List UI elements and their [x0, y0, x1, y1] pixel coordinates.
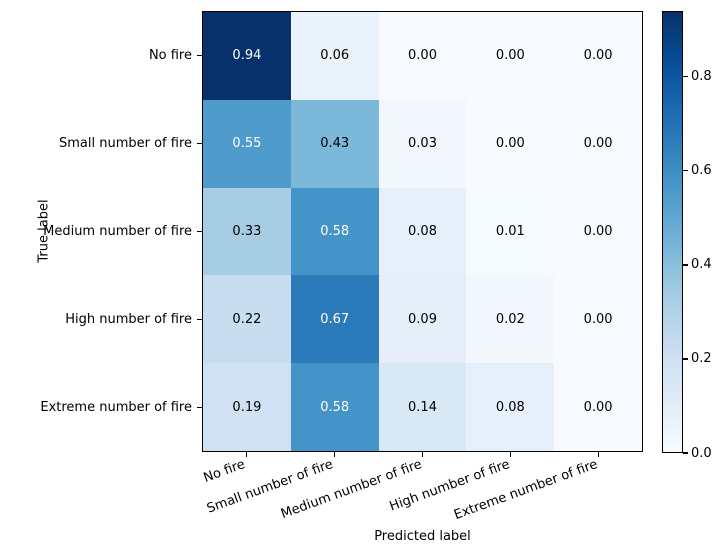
matrix-cell: 0.58	[290, 363, 379, 451]
colorbar-tick-mark	[683, 76, 688, 78]
cell-value: 0.00	[495, 48, 525, 64]
matrix-cell: 0.33	[203, 187, 291, 276]
cell-value: 0.19	[232, 399, 262, 415]
colorbar-gradient	[663, 12, 682, 452]
matrix-cell: 0.43	[290, 99, 379, 188]
matrix-cell: 0.00	[554, 363, 642, 451]
cell-value: 0.06	[320, 48, 350, 64]
x-tick-label: No fire	[201, 457, 248, 486]
cell-value: 0.00	[583, 48, 613, 64]
matrix-cell: 0.00	[554, 12, 642, 100]
x-tick-mark	[421, 452, 424, 457]
matrix-cell: 0.67	[290, 275, 379, 364]
cell-value: 0.33	[232, 223, 262, 239]
cell-value: 0.03	[408, 136, 437, 152]
cell-value: 0.22	[232, 311, 262, 327]
y-tick-label: Medium number of fire	[43, 224, 192, 239]
matrix-cell: 0.58	[290, 187, 379, 276]
colorbar-tick-label: 0.8	[691, 69, 712, 85]
matrix-cell: 0.00	[378, 12, 467, 100]
matrix-cell: 0.06	[290, 12, 379, 100]
cell-value: 0.43	[320, 136, 350, 152]
y-tick-mark	[197, 54, 202, 56]
cell-value: 0.00	[583, 136, 613, 152]
matrix-cell: 0.08	[378, 187, 467, 276]
matrix-cell: 0.00	[554, 275, 642, 364]
y-tick-mark	[197, 407, 202, 409]
cell-value: 0.58	[320, 223, 350, 239]
matrix-cell: 0.00	[466, 12, 555, 100]
matrix-cell: 0.22	[203, 275, 291, 364]
y-tick-label: High number of fire	[65, 312, 192, 328]
cell-value: 0.94	[232, 48, 262, 64]
matrix-cell: 0.03	[378, 99, 467, 188]
colorbar-tick-label: 0.0	[691, 445, 712, 461]
matrix-cell: 0.00	[554, 99, 642, 188]
heatmap-grid: 0.94 0.06 0.00 0.00 0.00 0.55 0.43 0.03 0.00 0.00…	[203, 12, 642, 451]
x-axis-label: Predicted label	[374, 529, 471, 544]
matrix-cell: 0.00	[554, 187, 642, 276]
x-tick-mark	[333, 452, 335, 457]
matrix-cell: 0.94	[203, 12, 291, 100]
x-tick-mark	[598, 452, 600, 457]
matrix-cell: 0.09	[378, 275, 467, 364]
x-tick-mark	[245, 452, 247, 457]
y-tick-mark	[197, 230, 202, 233]
colorbar-tick-mark	[683, 264, 688, 266]
y-axis-label: True label	[36, 199, 52, 263]
x-tick-mark	[510, 452, 512, 457]
matrix-cell: 0.08	[466, 363, 555, 451]
cell-value: 0.09	[408, 311, 437, 327]
colorbar-tick-label: 0.2	[691, 351, 712, 367]
colorbar-tick-mark	[683, 358, 688, 360]
cell-value: 0.08	[495, 399, 525, 415]
y-tick-label: No fire	[148, 47, 192, 63]
cell-value: 0.00	[495, 136, 525, 152]
cell-value: 0.67	[320, 311, 350, 327]
colorbar-tick-mark	[683, 452, 688, 454]
cell-value: 0.02	[495, 311, 525, 327]
y-tick-label: Extreme number of fire	[40, 400, 192, 416]
y-tick-mark	[197, 142, 202, 144]
cell-value: 0.08	[408, 223, 437, 239]
cell-value: 0.00	[583, 399, 613, 415]
cell-value: 0.58	[320, 399, 350, 415]
matrix-cell: 0.19	[203, 363, 291, 451]
cell-value: 0.00	[408, 48, 437, 64]
y-tick-label: Small number of fire	[58, 135, 192, 151]
cell-value: 0.00	[583, 311, 613, 327]
heatmap-plot-area: 0.94 0.06 0.00 0.00 0.00 0.55 0.43 0.03 0.00 0.00…	[202, 11, 643, 452]
x-tick-label: Extreme number of fire	[452, 457, 601, 523]
cell-value: 0.00	[583, 223, 613, 239]
colorbar	[662, 11, 683, 453]
matrix-cell: 0.02	[466, 275, 555, 364]
colorbar-tick-label: 0.4	[691, 257, 712, 273]
cell-value: 0.55	[232, 136, 262, 152]
matrix-cell: 0.00	[466, 99, 555, 188]
matrix-cell: 0.01	[466, 187, 555, 276]
matrix-cell: 0.55	[203, 99, 291, 188]
cell-value: 0.01	[495, 223, 525, 239]
y-tick-mark	[197, 319, 202, 321]
colorbar-tick-mark	[683, 170, 688, 172]
cell-value: 0.14	[408, 399, 437, 415]
matrix-cell: 0.14	[378, 363, 467, 451]
colorbar-tick-label: 0.6	[691, 163, 712, 179]
